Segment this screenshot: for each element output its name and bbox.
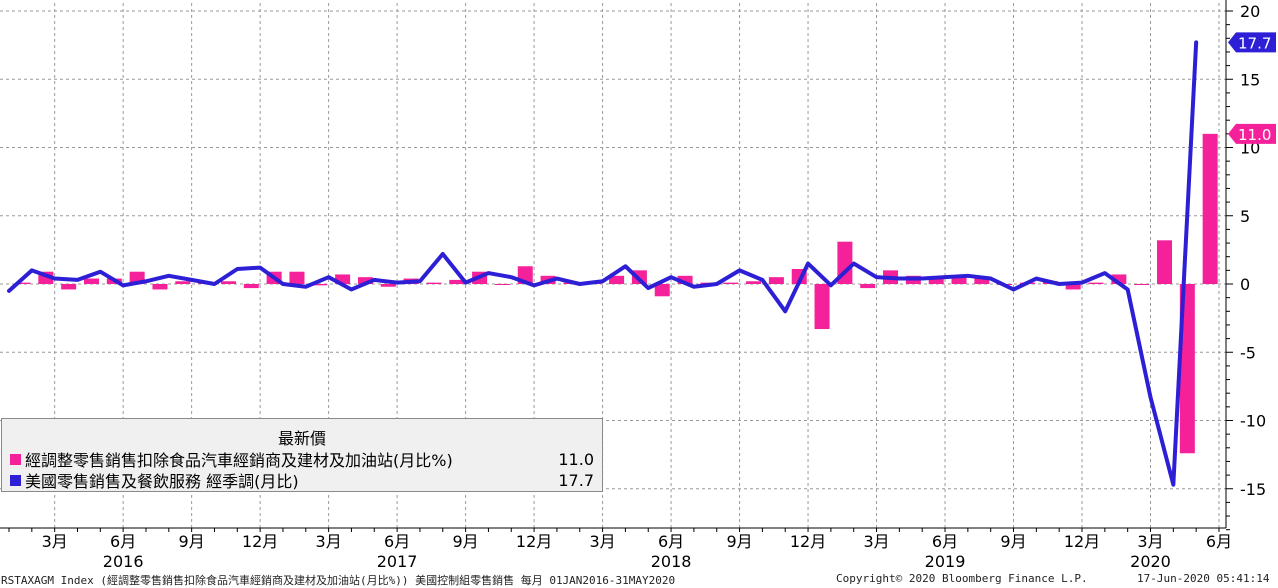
legend-swatch-pink	[10, 453, 21, 465]
legend-swatch-blue	[10, 474, 21, 486]
bar	[1065, 284, 1081, 290]
footer-timestamp: 17-Jun-2020 05:41:14	[1137, 572, 1270, 585]
footer-source: RSTAXAGM Index (經調整零售銷售扣除食品汽車經銷商及建材及加油站(…	[1, 574, 676, 587]
x-tick-label-month: 9月	[453, 532, 479, 551]
x-tick-label-month: 3月	[42, 532, 68, 551]
legend-item-line-series: 美國零售銷售及餐飲服務 經季調(月比) 17.7	[10, 469, 594, 491]
bar	[1088, 282, 1104, 284]
y-tick-label: -15	[1240, 480, 1266, 499]
x-tick-label-month: 6月	[932, 532, 958, 551]
x-tick-label-month: 3月	[316, 532, 342, 551]
bar	[860, 284, 876, 289]
bar	[289, 271, 305, 284]
legend-value: 17.7	[558, 470, 594, 490]
x-tick-label-month: 12月	[242, 532, 278, 551]
bar	[243, 284, 259, 289]
x-tick-label-month: 3月	[589, 532, 615, 551]
x-tick-label-month: 3月	[1137, 532, 1163, 551]
x-tick-label-month: 9月	[179, 532, 205, 551]
x-tick-label-month: 6月	[110, 532, 136, 551]
x-tick-label-month: 12月	[790, 532, 826, 551]
x-tick-label-month: 6月	[1206, 532, 1232, 551]
bar	[746, 281, 762, 284]
last-value-flag	[1228, 32, 1276, 53]
last-value-flag	[1228, 123, 1276, 144]
last-value-label: 11.0	[1238, 126, 1271, 144]
bar	[928, 278, 944, 284]
x-tick-label-month: 12月	[1064, 532, 1100, 551]
legend-label: 美國零售銷售及餐飲服務 經季調(月比)	[25, 472, 299, 491]
y-tick-label: 5	[1240, 207, 1250, 226]
bar	[357, 277, 373, 284]
y-tick-label: 0	[1240, 275, 1250, 294]
bar	[152, 284, 168, 290]
x-tick-label-month: 9月	[726, 532, 752, 551]
bar	[1134, 284, 1150, 285]
bar	[768, 277, 784, 284]
bar	[974, 277, 990, 284]
x-tick-label-month: 6月	[658, 532, 684, 551]
x-tick-label-month: 12月	[516, 532, 552, 551]
bar	[15, 282, 31, 284]
bar	[1202, 133, 1218, 284]
bar	[449, 279, 465, 284]
x-tick-label-year: 2016	[103, 552, 144, 571]
bar	[83, 278, 99, 284]
y-tick-label: -10	[1240, 412, 1266, 431]
bar	[1157, 240, 1172, 284]
bar	[61, 284, 77, 290]
bar	[380, 284, 396, 287]
bar	[609, 275, 625, 284]
bar	[723, 282, 739, 284]
legend-label: 經調整零售銷售扣除食品汽車經銷商及建材及加油站(月比%)	[25, 451, 453, 470]
bar	[494, 284, 510, 285]
bar	[220, 281, 236, 284]
legend-value: 11.0	[558, 449, 594, 469]
bar	[1111, 274, 1127, 284]
y-tick-label: 20	[1240, 2, 1260, 21]
x-tick-label-year: 2017	[377, 552, 418, 571]
x-tick-label-year: 2019	[925, 552, 966, 571]
x-tick-label-month: 9月	[1000, 532, 1026, 551]
bar	[175, 281, 191, 284]
bar	[426, 282, 442, 284]
bar	[677, 275, 693, 284]
y-tick-label: 15	[1240, 70, 1260, 89]
bar	[1179, 284, 1195, 454]
footer-copyright: Copyright© 2020 Bloomberg Finance L.P.	[836, 572, 1088, 585]
x-tick-label-year: 2020	[1130, 552, 1171, 571]
x-tick-label-year: 2018	[651, 552, 692, 571]
last-value-label: 17.7	[1238, 34, 1271, 52]
y-tick-label: -5	[1240, 343, 1256, 362]
bar	[312, 284, 328, 286]
bar	[814, 284, 830, 330]
x-tick-label-month: 3月	[863, 532, 889, 551]
bar	[654, 284, 670, 297]
bar	[335, 274, 351, 284]
legend-title: 最新價	[277, 429, 326, 448]
legend-box: 最新價 經調整零售銷售扣除食品汽車經銷商及建材及加油站(月比%) 11.0 美國…	[1, 418, 603, 492]
x-tick-label-month: 6月	[384, 532, 410, 551]
legend-item-bar-series: 經調整零售銷售扣除食品汽車經銷商及建材及加油站(月比%) 11.0	[10, 448, 594, 470]
bar	[951, 277, 967, 284]
